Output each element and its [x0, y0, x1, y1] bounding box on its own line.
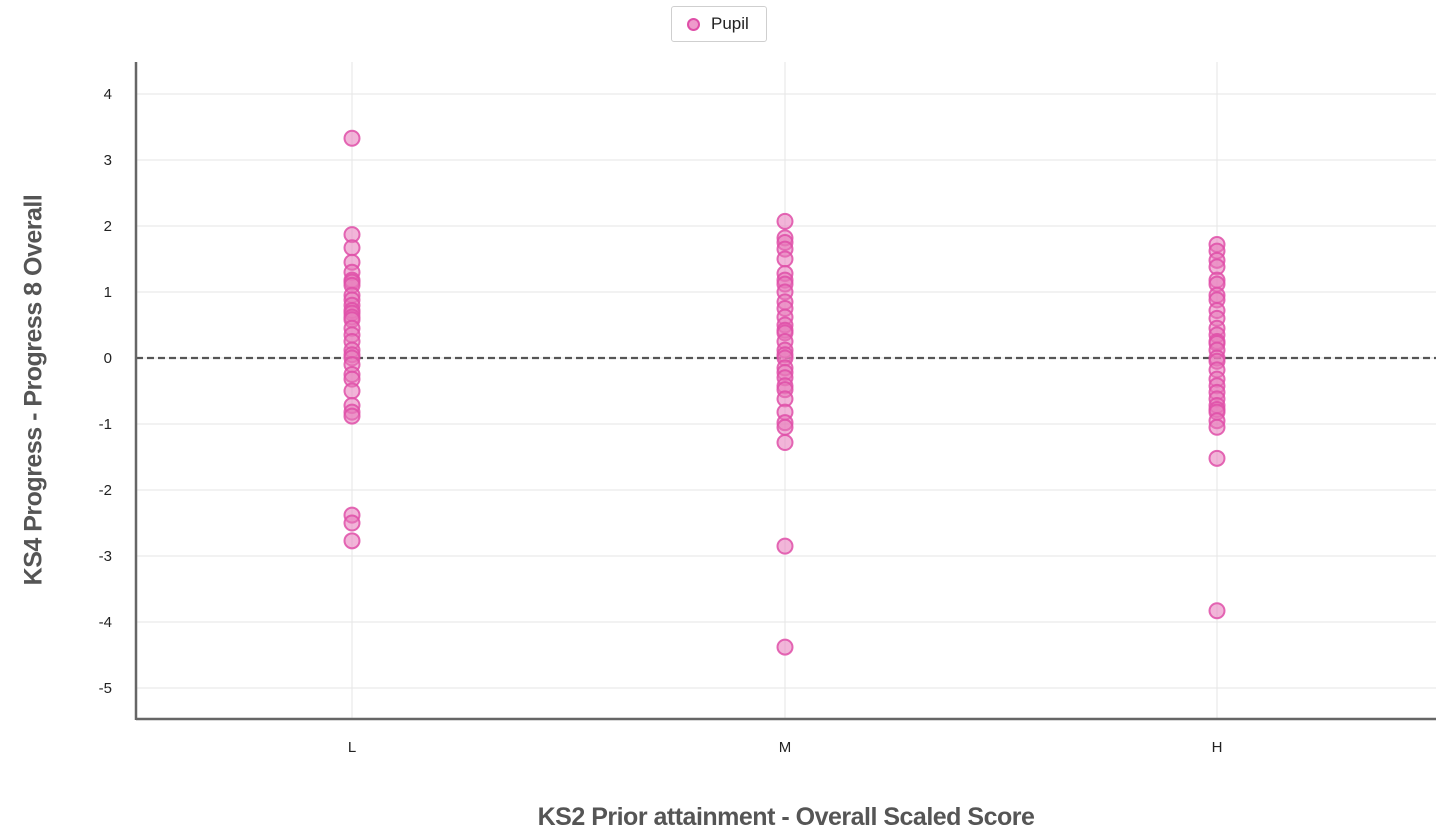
y-tick-label: 4 [104, 86, 112, 103]
data-point[interactable] [776, 212, 794, 230]
legend[interactable]: Pupil [671, 6, 767, 42]
data-point[interactable] [1208, 602, 1226, 620]
y-tick-label: -1 [99, 416, 112, 433]
data-point[interactable] [776, 638, 794, 656]
data-point[interactable] [343, 514, 361, 532]
y-tick-label: 3 [104, 152, 112, 169]
tick-labels: 4 3 2 1 0 -1 -2 -3 -4 -5 L M H [99, 86, 1223, 756]
data-point[interactable] [343, 129, 361, 147]
data-point[interactable] [776, 537, 794, 555]
data-point[interactable] [343, 532, 361, 550]
data-point[interactable] [343, 382, 361, 400]
y-tick-label: -3 [99, 548, 112, 565]
data-point[interactable] [343, 239, 361, 257]
axes [134, 62, 1436, 721]
y-tick-label: 1 [104, 284, 112, 301]
y-axis-title: KS4 Progress - Progress 8 Overall [19, 194, 48, 586]
y-tick-label: -2 [99, 482, 112, 499]
x-tick-label: H [1212, 739, 1223, 756]
data-point[interactable] [1208, 449, 1226, 467]
x-tick-label: L [348, 739, 356, 756]
data-point[interactable] [776, 433, 794, 451]
x-tick-label: M [779, 739, 792, 756]
data-points [343, 129, 1226, 656]
data-point[interactable] [343, 407, 361, 425]
y-tick-label: 0 [104, 350, 112, 367]
legend-marker-icon [687, 17, 700, 31]
x-axis-title: KS2 Prior attainment - Overall Scaled Sc… [537, 803, 1035, 831]
data-point[interactable] [776, 250, 794, 268]
data-point[interactable] [1208, 418, 1226, 436]
y-tick-label: 2 [104, 218, 112, 235]
legend-label-pupil: Pupil [711, 14, 749, 33]
y-tick-label: -4 [99, 614, 112, 631]
data-point[interactable] [776, 418, 794, 436]
y-tick-label: -5 [99, 680, 112, 697]
